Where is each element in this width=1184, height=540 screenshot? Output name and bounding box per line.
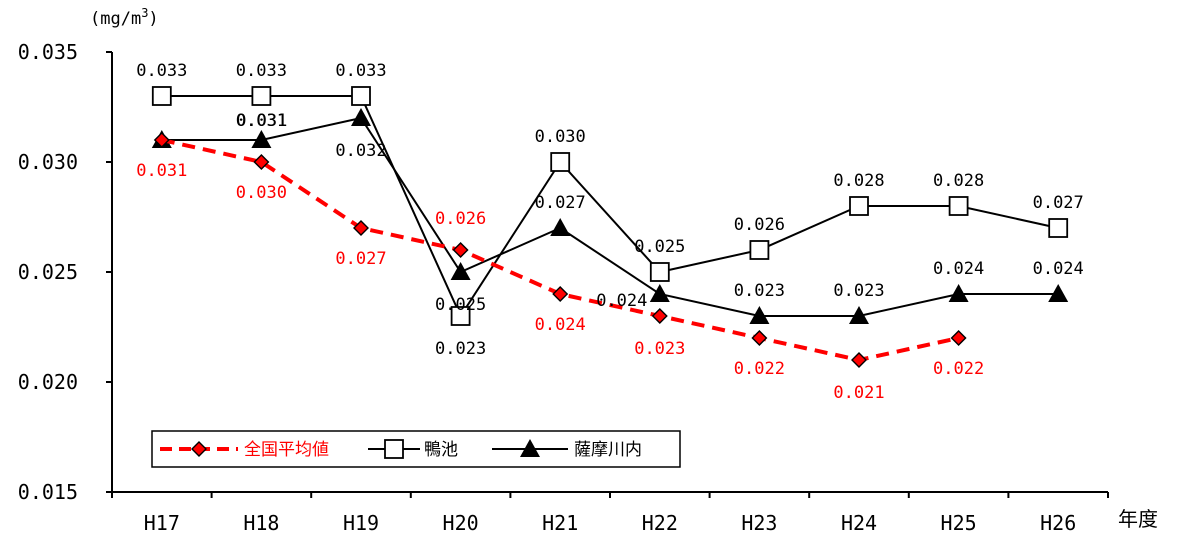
data-point-square <box>948 196 969 216</box>
series-2 <box>151 108 1069 324</box>
data-point-diamond <box>950 330 967 346</box>
y-tick-label: 0.035 <box>18 40 78 64</box>
data-label: 0.023 <box>435 339 486 359</box>
legend-label: 全国平均値 <box>244 440 329 460</box>
x-axis-title: 年度 <box>1118 507 1158 531</box>
x-tick-label: H21 <box>542 511 578 535</box>
data-labels: 0.031 0.030 0.027 0.026 0.024 0.023 0.022 0.021… <box>136 61 1084 403</box>
data-label: 0.033 <box>236 61 287 81</box>
data-label: 0.024 <box>1033 259 1084 279</box>
data-point-diamond <box>552 286 569 302</box>
data-point-triangle <box>649 284 670 302</box>
data-point-diamond <box>751 330 768 346</box>
data-point-triangle <box>351 108 371 126</box>
x-tick-label: H17 <box>144 511 180 535</box>
data-point-diamond <box>353 220 369 236</box>
data-point-square <box>649 262 670 282</box>
data-point-triangle <box>450 262 471 280</box>
data-label: 0.023 <box>634 339 685 359</box>
x-tick-label: H23 <box>741 511 777 535</box>
data-label: 0.026 <box>734 215 785 235</box>
y-unit-label: (mg/m3) <box>90 6 159 29</box>
y-tick-label: 0.025 <box>18 260 78 284</box>
data-label: 0.033 <box>136 61 187 81</box>
data-label: 0.030 <box>535 127 586 147</box>
data-label: 0.024 <box>535 315 586 335</box>
data-point-triangle <box>749 306 770 324</box>
series-0 <box>153 132 967 368</box>
data-label: 0.023 <box>833 281 884 301</box>
data-label: 0.024 <box>596 291 647 311</box>
legend-item: 薩摩川内 <box>492 439 642 460</box>
data-point-square <box>749 240 770 260</box>
data-label: 0.028 <box>933 171 984 191</box>
y-tick-label: 0.020 <box>18 370 78 394</box>
data-point-square <box>1048 218 1069 238</box>
legend-label: 薩摩川内 <box>574 440 642 460</box>
data-label: 0.026 <box>435 209 486 229</box>
x-tick-label: H20 <box>443 511 479 535</box>
data-label: 0.030 <box>236 183 287 203</box>
data-label: 0.022 <box>933 359 984 379</box>
legend-marker-triangle <box>520 439 540 457</box>
data-label: 0.024 <box>933 259 984 279</box>
x-tick-label: H24 <box>841 511 877 535</box>
data-point-triangle <box>550 218 571 236</box>
data-label: 0.023 <box>734 281 785 301</box>
data-point-triangle <box>948 284 969 302</box>
data-label: 0.027 <box>535 193 586 213</box>
legend-marker-diamond <box>191 441 207 457</box>
data-label: 0.031 <box>236 111 287 131</box>
series-layer <box>151 86 1069 368</box>
data-label: 0.031 <box>236 111 287 131</box>
x-axis-ticks: H17 H18 H19 H20 H21 H22 H23 H24 H25 H26 <box>111 492 1109 535</box>
legend-marker-square <box>384 439 404 459</box>
data-point-square <box>450 306 471 326</box>
y-tick-label: 0.030 <box>18 150 78 174</box>
series-1 <box>151 86 1069 326</box>
x-tick-label: H26 <box>1040 511 1076 535</box>
data-point-square <box>151 86 172 106</box>
series-line <box>161 95 1059 319</box>
data-point-triangle <box>849 306 869 324</box>
y-axis-ticks: 0.015 0.020 0.025 0.030 0.035 <box>18 40 112 504</box>
data-label: 0.025 <box>634 237 685 257</box>
x-tick-label: H25 <box>941 511 977 535</box>
legend: 全国平均値 鴨池 薩摩川内 <box>151 430 681 468</box>
data-point-diamond <box>452 242 469 258</box>
data-label: 0.022 <box>734 359 785 379</box>
data-label: 0.031 <box>136 161 187 181</box>
data-point-diamond <box>851 352 867 368</box>
data-label: 0.033 <box>335 61 386 81</box>
data-point-diamond <box>253 154 270 170</box>
legend-item: 全国平均値 <box>160 440 329 460</box>
data-point-triangle <box>251 130 272 148</box>
data-label: 0.027 <box>335 249 386 269</box>
x-tick-label: H18 <box>243 511 279 535</box>
y-tick-label: 0.015 <box>18 480 78 504</box>
data-label: 0.025 <box>435 295 486 315</box>
x-tick-label: H19 <box>343 511 379 535</box>
data-point-square <box>849 196 869 216</box>
data-point-diamond <box>651 308 668 324</box>
data-point-triangle <box>1048 284 1069 302</box>
data-point-square <box>351 86 371 106</box>
legend-item: 鴨池 <box>368 439 458 460</box>
legend-label: 鴨池 <box>424 440 458 460</box>
data-label: 0.027 <box>1033 193 1084 213</box>
x-tick-label: H22 <box>642 511 678 535</box>
data-point-square <box>251 86 272 106</box>
series-line <box>161 116 1059 317</box>
data-point-diamond <box>153 132 170 148</box>
data-label: 0.032 <box>335 141 386 161</box>
data-point-square <box>550 152 571 172</box>
data-label: 0.028 <box>833 171 884 191</box>
data-label: 0.021 <box>833 383 884 403</box>
